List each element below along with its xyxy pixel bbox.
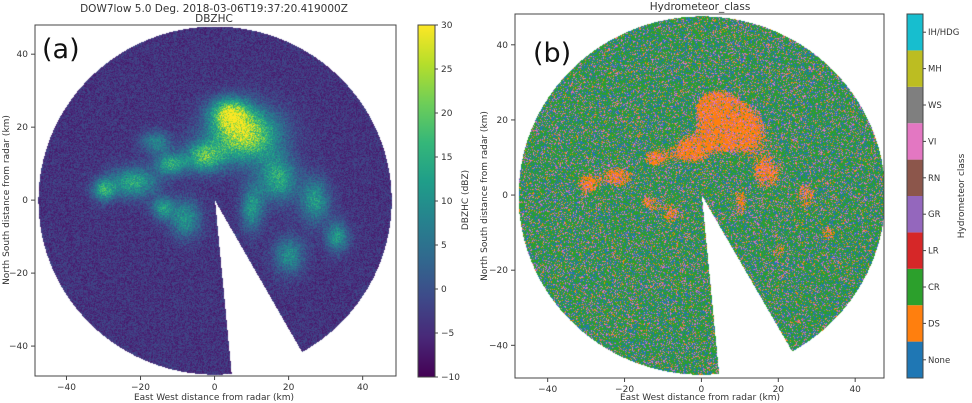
x-tick-label: 20 <box>283 383 295 393</box>
x-tick-label: −40 <box>538 385 557 395</box>
x-tick-label: −20 <box>615 385 634 395</box>
plot-frame-0 <box>34 24 397 377</box>
colorbar-b-label: Hydrometeor class <box>957 153 967 238</box>
panel-b-ylabel: North South distance from radar (km) <box>480 111 490 281</box>
colorbar-class-label: VI <box>928 137 936 147</box>
colorbar-class-label: GR <box>928 210 941 220</box>
y-tick-label: 40 <box>497 41 509 51</box>
colorbar-class-none <box>907 341 923 378</box>
panel-a-title: DOW7low 5.0 Deg. 2018-03-06T19:37:20.419… <box>80 3 348 15</box>
x-tick-label: −40 <box>57 383 76 393</box>
x-tick-label: 20 <box>773 385 785 395</box>
colorbar-class-ds <box>907 305 923 342</box>
colorbar-class-label: MH <box>928 65 942 75</box>
panel-b-xlabel: East West distance from radar (km) <box>620 393 780 403</box>
y-tick-label: 0 <box>22 196 28 206</box>
colorbar-class-label: CR <box>928 283 940 293</box>
colorbar-class-label: LR <box>928 247 939 257</box>
colorbar-class-cr <box>907 268 923 306</box>
colorbar-class-label: RN <box>928 174 940 184</box>
colorbar-class-mh <box>907 50 923 87</box>
panel-a-ylabel: North South distance from radar (km) <box>2 115 12 285</box>
panel-b-letter: (b) <box>533 38 571 69</box>
y-tick-label: −20 <box>489 266 508 276</box>
x-tick-label: 40 <box>357 383 369 393</box>
plot-frame-1 <box>514 13 885 379</box>
colorbar-class-ih-hdg <box>907 14 923 51</box>
y-tick-label: 0 <box>502 191 508 201</box>
colorbar-class-gr <box>907 196 923 233</box>
panel-a-subtitle: DBZHC <box>195 13 233 25</box>
colorbar-a <box>417 24 436 378</box>
x-tick-label: 40 <box>849 385 861 395</box>
colorbar-a-label: DBZHC (dBZ) <box>461 170 471 230</box>
colorbar-tick-label: 10 <box>441 197 453 207</box>
colorbar-tick-label: 0 <box>441 285 447 295</box>
colorbar-tick-label: 15 <box>441 153 452 163</box>
y-tick-label: −40 <box>489 341 508 351</box>
colorbar-tick-label: −10 <box>441 373 460 383</box>
colorbar-class-label: None <box>928 356 950 366</box>
colorbar-tick-label: 20 <box>441 109 453 119</box>
colorbar-tick-label: 5 <box>441 241 447 251</box>
colorbar-b-frame <box>906 13 924 379</box>
colorbar-tick-label: 25 <box>441 65 452 75</box>
y-tick-label: 20 <box>17 123 29 133</box>
panel-a-letter: (a) <box>42 34 80 65</box>
x-tick-label: 0 <box>699 385 705 395</box>
y-tick-label: 40 <box>17 50 29 60</box>
colorbar-class-vi <box>907 123 923 160</box>
colorbar-class-label: DS <box>928 319 940 329</box>
panel-a-xlabel: East West distance from radar (km) <box>134 393 294 403</box>
colorbar-class-lr <box>907 232 923 269</box>
colorbar-tick-label: −5 <box>441 329 454 339</box>
colorbar-class-rn <box>907 159 923 196</box>
colorbar-class-label: IH/HDG <box>928 28 959 38</box>
y-tick-label: −20 <box>9 269 28 279</box>
panel-b-title: Hydrometeor_class <box>650 1 751 13</box>
y-tick-label: 20 <box>497 116 509 126</box>
colorbar-class-label: WS <box>928 101 942 111</box>
x-tick-label: 0 <box>212 383 218 393</box>
colorbar-tick-label: 30 <box>441 21 453 31</box>
x-tick-label: −20 <box>131 383 150 393</box>
y-tick-label: −40 <box>9 342 28 352</box>
colorbar-class-ws <box>907 86 923 124</box>
